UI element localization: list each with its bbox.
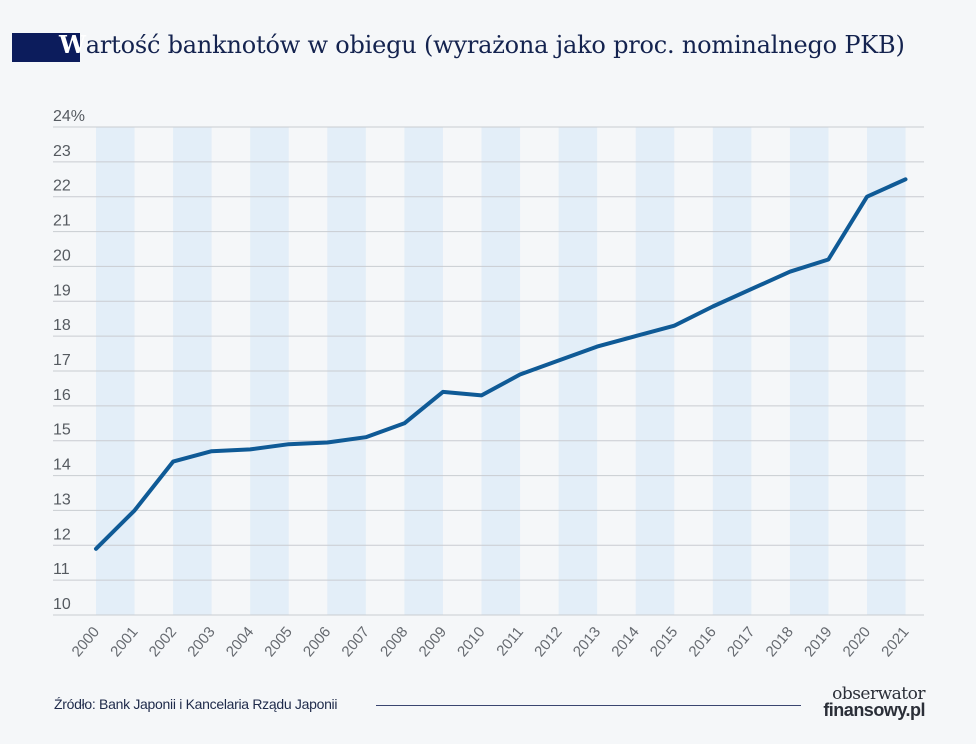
x-tick-label: 2009 [416,624,450,660]
title-first-letter: W [59,30,86,59]
y-tick-label: 22 [53,178,71,195]
y-axis-ticks: 10 11 12 13 14 15 16 17 18 19 20 21 22 23 24% [53,108,85,613]
x-tick-label: 2014 [608,624,642,660]
x-tick-label: 2003 [184,624,218,660]
y-tick-label: 10 [53,596,71,613]
y-tick-label: 11 [53,561,70,578]
title-text: artość banknotów w obiegu (wyrażona jako… [85,31,905,59]
gridlines [53,126,924,616]
x-axis-ticks: 2000 2001 2002 2003 2004 2005 2006 2007 2008 2009… [69,624,913,660]
y-tick-label: 24% [53,108,85,125]
logo-line2: finansowy.pl [823,700,925,720]
x-tick-label: 2021 [878,624,912,660]
y-tick-label: 14 [53,457,71,474]
chart-title: Wartość banknotów w obiegu (wyrażona jak… [59,30,905,59]
y-tick-label: 19 [53,282,71,299]
series-line [94,177,908,551]
x-tick-label: 2016 [685,624,719,660]
y-tick-label: 21 [53,213,71,230]
x-tick-label: 2000 [69,624,103,660]
x-tick-label: 2008 [377,624,411,660]
y-tick-label: 12 [53,526,71,543]
x-tick-label: 2002 [146,624,180,660]
y-tick-label: 20 [53,247,71,264]
x-tick-label: 2015 [647,624,681,660]
y-tick-label: 13 [53,491,71,508]
y-tick-label: 15 [53,422,71,439]
logo-line1: obserwator [832,684,925,704]
x-tick-label: 2019 [801,624,835,660]
x-tick-label: 2001 [107,624,141,660]
x-tick-label: 2017 [724,624,758,660]
title-accent-box [12,33,80,62]
x-tick-label: 2018 [762,624,796,660]
y-tick-label: 16 [53,387,71,404]
brand-logo: obserwator finansowy.pl [815,684,925,720]
x-tick-label: 2011 [493,624,527,660]
x-tick-label: 2012 [531,624,565,660]
x-tick-label: 2007 [338,624,372,660]
y-tick-label: 18 [53,317,71,334]
x-tick-label: 2004 [223,624,257,660]
x-tick-label: 2006 [300,624,334,660]
x-tick-label: 2013 [570,624,604,660]
source-divider [376,705,801,706]
x-tick-label: 2010 [454,624,488,660]
y-tick-label: 17 [53,352,71,369]
x-tick-label: 2020 [840,624,874,660]
y-tick-label: 23 [53,143,71,160]
source-note: Źródło: Bank Japonii i Kancelaria Rządu … [54,696,338,712]
x-tick-label: 2005 [261,624,295,660]
